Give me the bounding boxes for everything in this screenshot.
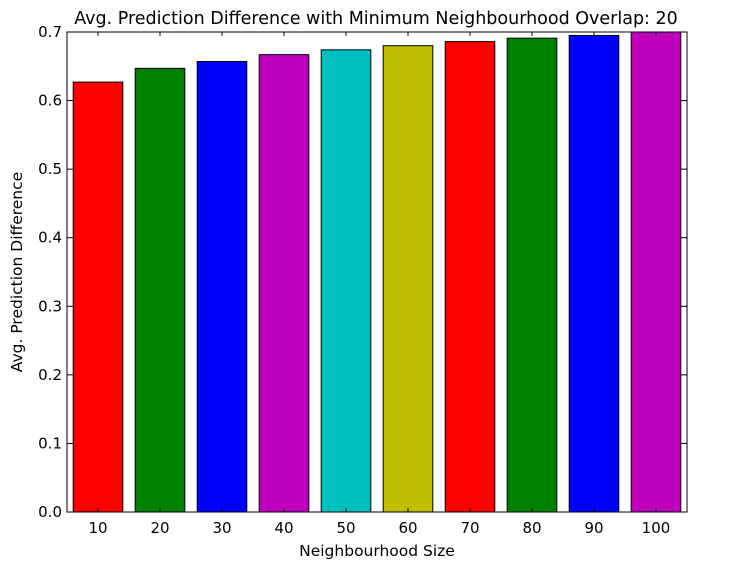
bar-10 [72, 81, 124, 513]
y-tick-label: 0.0 [38, 503, 62, 521]
y-tick-label: 0.3 [38, 297, 62, 315]
x-tick-label: 90 [584, 519, 603, 537]
y-tick-label: 0.6 [38, 92, 62, 110]
bar-20 [134, 67, 186, 513]
x-tick-label: 100 [642, 519, 671, 537]
x-tick-label: 20 [150, 519, 169, 537]
y-tick-label: 0.4 [38, 229, 62, 247]
bar-80 [506, 37, 558, 513]
x-tick-label: 10 [88, 519, 107, 537]
bar-50 [320, 49, 372, 513]
bar-100 [630, 31, 682, 513]
x-tick-label: 40 [274, 519, 293, 537]
y-tick-label: 0.7 [38, 23, 62, 41]
bar-70 [444, 41, 496, 513]
y-axis-label: Avg. Prediction Difference [8, 172, 26, 372]
y-tick-label: 0.2 [38, 366, 62, 384]
bar-40 [258, 54, 310, 513]
bar-90 [568, 34, 620, 513]
x-tick-label: 60 [398, 519, 417, 537]
bar-30 [196, 60, 248, 513]
y-tick-label: 0.5 [38, 160, 62, 178]
x-tick-label: 80 [522, 519, 541, 537]
chart-title: Avg. Prediction Difference with Minimum … [74, 9, 678, 29]
x-axis-label: Neighbourhood Size [299, 542, 455, 560]
y-tick-label: 0.1 [38, 434, 62, 452]
ticks-layer: 10 20 30 40 50 60 70 80 90 100 0.0 0.1 0.2 0.3 0.4 0.5 0… [38, 23, 687, 537]
bars-layer [72, 31, 682, 513]
x-tick-label: 50 [336, 519, 355, 537]
x-tick-label: 30 [212, 519, 231, 537]
bar-60 [382, 45, 434, 513]
plot-frame [66, 31, 688, 513]
x-tick-label: 70 [460, 519, 479, 537]
